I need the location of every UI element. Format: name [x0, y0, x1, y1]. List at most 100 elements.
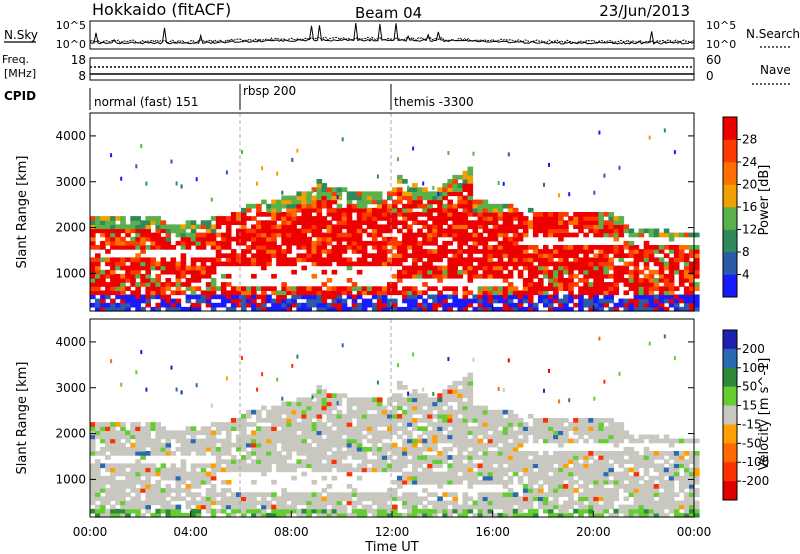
velocity-cell	[447, 393, 453, 398]
velocity-cell	[376, 455, 383, 460]
velocity-cell	[311, 496, 318, 502]
power-cell	[246, 203, 252, 209]
power-cell	[266, 249, 272, 254]
velocity-cell	[417, 397, 423, 403]
velocity-cell	[311, 413, 318, 419]
velocity-cell	[593, 512, 599, 518]
power-cell	[527, 294, 534, 300]
velocity-cell	[442, 504, 448, 510]
velocity-cell	[311, 434, 318, 440]
velocity-cell	[598, 492, 604, 497]
power-cell	[462, 286, 469, 291]
power-cell	[568, 261, 574, 267]
velocity-cell	[296, 512, 302, 518]
power-cell	[351, 249, 358, 254]
power-cell	[407, 207, 413, 213]
power-cell	[371, 199, 378, 205]
velocity-cell	[417, 471, 423, 477]
velocity-cell	[633, 500, 640, 506]
power-cell	[336, 203, 343, 209]
velocity-cell	[100, 434, 106, 440]
power-cell	[422, 261, 428, 267]
velocity-cell	[336, 434, 343, 440]
power-cell	[261, 228, 267, 234]
power-cell	[653, 302, 660, 308]
power-cell	[532, 224, 539, 230]
power-cell	[311, 232, 318, 238]
power-cell	[668, 232, 675, 238]
velocity-cell	[497, 413, 504, 419]
freq-right-tick-bottom: 0	[706, 69, 714, 83]
power-cell	[583, 290, 589, 296]
velocity-cell	[432, 455, 438, 460]
velocity-cell	[115, 500, 121, 506]
power-cell	[477, 286, 484, 291]
power-cell	[457, 298, 463, 304]
power-cell	[316, 306, 323, 312]
velocity-cell	[160, 463, 167, 469]
power-cell	[412, 232, 418, 238]
velocity-cell	[271, 422, 277, 427]
velocity-cell	[185, 426, 192, 431]
velocity-cell	[371, 459, 378, 464]
power-cell	[613, 278, 620, 283]
velocity-cell	[95, 434, 101, 440]
velocity-cell	[180, 390, 183, 395]
velocity-ytick-label: 3000	[55, 381, 86, 395]
power-cell	[482, 257, 489, 263]
velocity-cell	[578, 430, 584, 436]
power-cell	[648, 286, 655, 291]
power-cell	[256, 240, 262, 246]
velocity-cell	[578, 484, 584, 489]
velocity-cell	[658, 492, 665, 497]
power-cell	[517, 212, 524, 217]
velocity-cell	[311, 422, 318, 427]
velocity-cell	[145, 426, 151, 431]
power-cell	[95, 216, 101, 221]
power-cell	[462, 170, 469, 176]
power-cell	[296, 232, 302, 238]
power-cell	[452, 203, 458, 209]
power-cell	[568, 273, 574, 279]
power-cell	[321, 294, 328, 300]
power-cell	[225, 170, 228, 175]
velocity-cell	[432, 463, 438, 469]
velocity-cell	[306, 504, 312, 510]
power-cell	[175, 265, 182, 271]
power-cell	[306, 191, 312, 197]
velocity-cell	[376, 380, 379, 385]
power-cell	[241, 212, 247, 217]
velocity-cell	[512, 508, 519, 514]
velocity-cell	[658, 484, 665, 489]
velocity-cell	[512, 500, 519, 506]
power-cell	[321, 220, 328, 225]
velocity-cell	[487, 504, 494, 510]
velocity-cell	[638, 496, 645, 502]
power-cell	[532, 220, 539, 225]
power-cell	[673, 306, 680, 312]
power-cell	[442, 212, 448, 217]
velocity-cell	[578, 512, 584, 518]
power-cell	[150, 236, 156, 242]
velocity-cell	[110, 359, 113, 364]
velocity-cell	[467, 430, 474, 436]
power-cell	[170, 257, 177, 263]
velocity-heatmap	[90, 334, 700, 518]
velocity-cell	[241, 434, 247, 440]
velocity-cell	[376, 438, 383, 444]
velocity-cell	[437, 459, 443, 464]
velocity-cell	[427, 409, 433, 415]
power-cell	[613, 306, 620, 312]
power-cell	[341, 212, 348, 217]
power-cell	[472, 236, 479, 242]
power-cell	[336, 191, 343, 197]
power-cell	[648, 253, 655, 258]
power-cell	[225, 298, 232, 304]
velocity-cell	[578, 434, 584, 440]
power-cell	[593, 290, 599, 296]
power-cell	[427, 302, 433, 308]
velocity-cell	[150, 512, 156, 518]
power-cell	[482, 236, 489, 242]
velocity-cell	[261, 405, 267, 411]
power-cell	[311, 228, 318, 234]
